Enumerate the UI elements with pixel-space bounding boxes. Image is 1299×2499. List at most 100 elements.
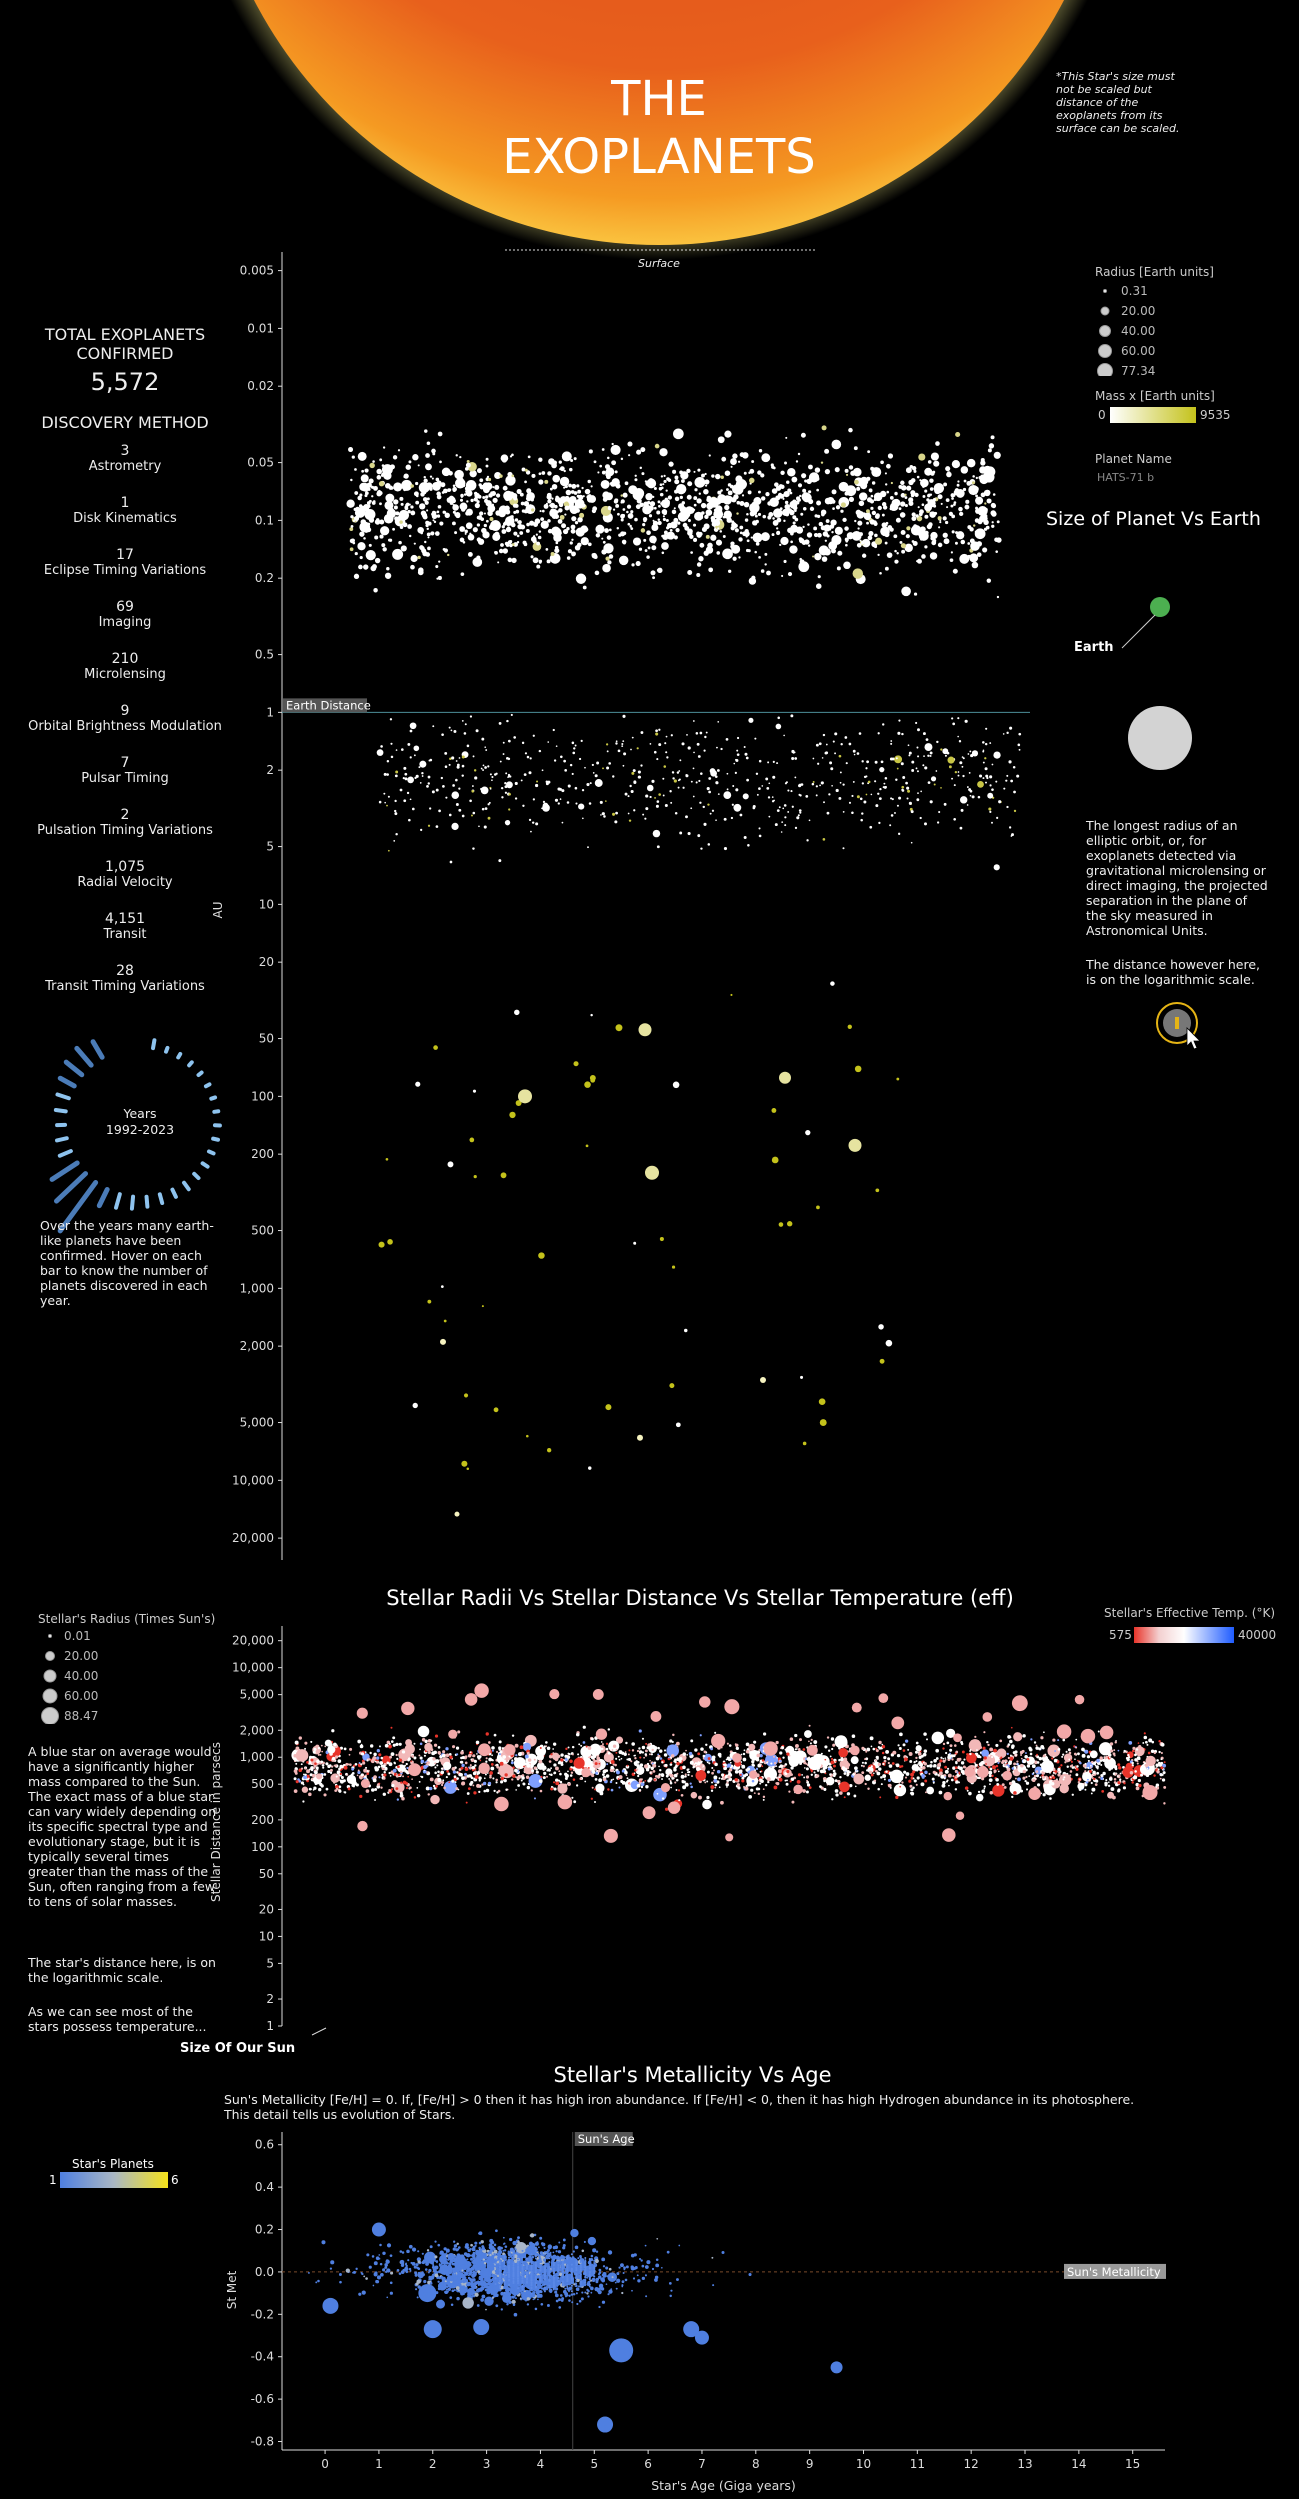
- star-point: [482, 1781, 487, 1786]
- temp-max-label: 40000: [1238, 1628, 1277, 1642]
- planet-point: [464, 532, 467, 535]
- planet-point: [372, 460, 375, 463]
- planet-point: [631, 490, 634, 493]
- star-point: [1138, 1745, 1142, 1749]
- star-point: [688, 1770, 691, 1774]
- planet-point: [536, 780, 539, 783]
- star-point: [951, 1758, 954, 1761]
- method-name: Eclipse Timing Variations: [43, 563, 207, 578]
- star-point: [926, 1786, 935, 1795]
- planet-point: [526, 1434, 529, 1438]
- star-point: [1063, 1776, 1066, 1779]
- star-point: [293, 1777, 297, 1781]
- star-point: [543, 1771, 547, 1775]
- star-point: [897, 1744, 900, 1747]
- star-point: [1003, 1785, 1007, 1789]
- planet-point: [687, 528, 693, 535]
- star-point: [645, 1785, 649, 1789]
- method-count: 28: [116, 963, 134, 979]
- planet-point: [600, 479, 610, 489]
- star-point: [294, 1740, 299, 1745]
- star-point: [603, 1752, 614, 1763]
- planet-point: [652, 576, 656, 580]
- planet-point: [879, 490, 887, 498]
- star-point: [302, 1800, 305, 1803]
- planet-point: [397, 449, 401, 452]
- planet-point: [863, 512, 866, 516]
- star-point: [401, 1760, 405, 1764]
- star-point: [316, 1759, 320, 1764]
- planet-point: [594, 774, 598, 778]
- planet-point: [813, 532, 819, 538]
- planet-point: [563, 501, 570, 507]
- star-point: [639, 1790, 641, 1792]
- planet-point: [541, 769, 544, 772]
- planet-point: [698, 492, 701, 495]
- star-point: [938, 1768, 943, 1773]
- star-point: [985, 1763, 987, 1765]
- star-point: [1136, 1762, 1139, 1765]
- star-point: [1113, 1765, 1118, 1769]
- planet-point: [901, 549, 906, 554]
- star-point: [595, 1771, 599, 1775]
- star-point: [313, 1786, 317, 1790]
- planet-point: [778, 1222, 784, 1227]
- star-point: [714, 1762, 718, 1767]
- radius-legend-label: 77.34: [1121, 364, 1155, 376]
- planet-point: [642, 523, 646, 527]
- planet-point: [489, 773, 492, 776]
- star-point: [594, 1788, 597, 1791]
- planet-point: [771, 796, 774, 798]
- star-point: [553, 1763, 557, 1767]
- planet-point: [677, 779, 680, 782]
- star-point: [365, 1789, 370, 1793]
- planet-point: [924, 766, 928, 770]
- planet-point: [400, 545, 407, 552]
- planet-point: [545, 548, 549, 551]
- star-point: [893, 1783, 907, 1797]
- star-point: [1119, 1778, 1122, 1781]
- planet-point: [452, 521, 456, 526]
- planet-point: [576, 484, 580, 488]
- star-point: [1066, 1765, 1069, 1768]
- star-point: [594, 1801, 596, 1803]
- planet-point: [947, 756, 955, 764]
- star-point: [343, 1747, 347, 1751]
- planet-point: [451, 791, 460, 799]
- planet-point: [739, 501, 745, 506]
- au-y-tick-label: 10: [259, 897, 274, 911]
- planet-point: [455, 454, 458, 457]
- planet-point: [587, 846, 589, 849]
- star-point: [1058, 1773, 1072, 1787]
- star-point: [445, 1776, 448, 1779]
- star-point: [476, 1771, 481, 1775]
- sun-size-pointer: [311, 2027, 327, 2036]
- star-point: [1077, 1759, 1079, 1762]
- star-point: [1052, 1738, 1056, 1742]
- star-point: [427, 1750, 431, 1755]
- planet-point: [720, 475, 724, 480]
- star-point: [763, 1767, 777, 1781]
- planet-point: [558, 502, 564, 508]
- au-y-tick-label: 5,000: [240, 1416, 274, 1430]
- planet-point: [622, 508, 626, 511]
- planet-point: [747, 490, 752, 495]
- planet-point: [458, 808, 462, 812]
- planet-point: [576, 494, 580, 498]
- planet-point: [509, 540, 513, 543]
- star-point: [916, 1769, 919, 1772]
- star-point: [504, 1773, 508, 1777]
- planet-point: [764, 563, 767, 566]
- planet-point: [924, 822, 927, 826]
- star-point: [1161, 1778, 1166, 1782]
- planet-point: [924, 545, 928, 549]
- star-point: [771, 1777, 775, 1781]
- planet-point: [830, 519, 837, 526]
- planet-point: [917, 792, 919, 794]
- planet-point: [557, 787, 561, 791]
- planet-point: [532, 734, 535, 737]
- planet-point: [520, 779, 523, 782]
- star-point: [351, 1767, 355, 1771]
- au-y-tick-label: 100: [251, 1089, 274, 1103]
- planet-point: [959, 553, 970, 564]
